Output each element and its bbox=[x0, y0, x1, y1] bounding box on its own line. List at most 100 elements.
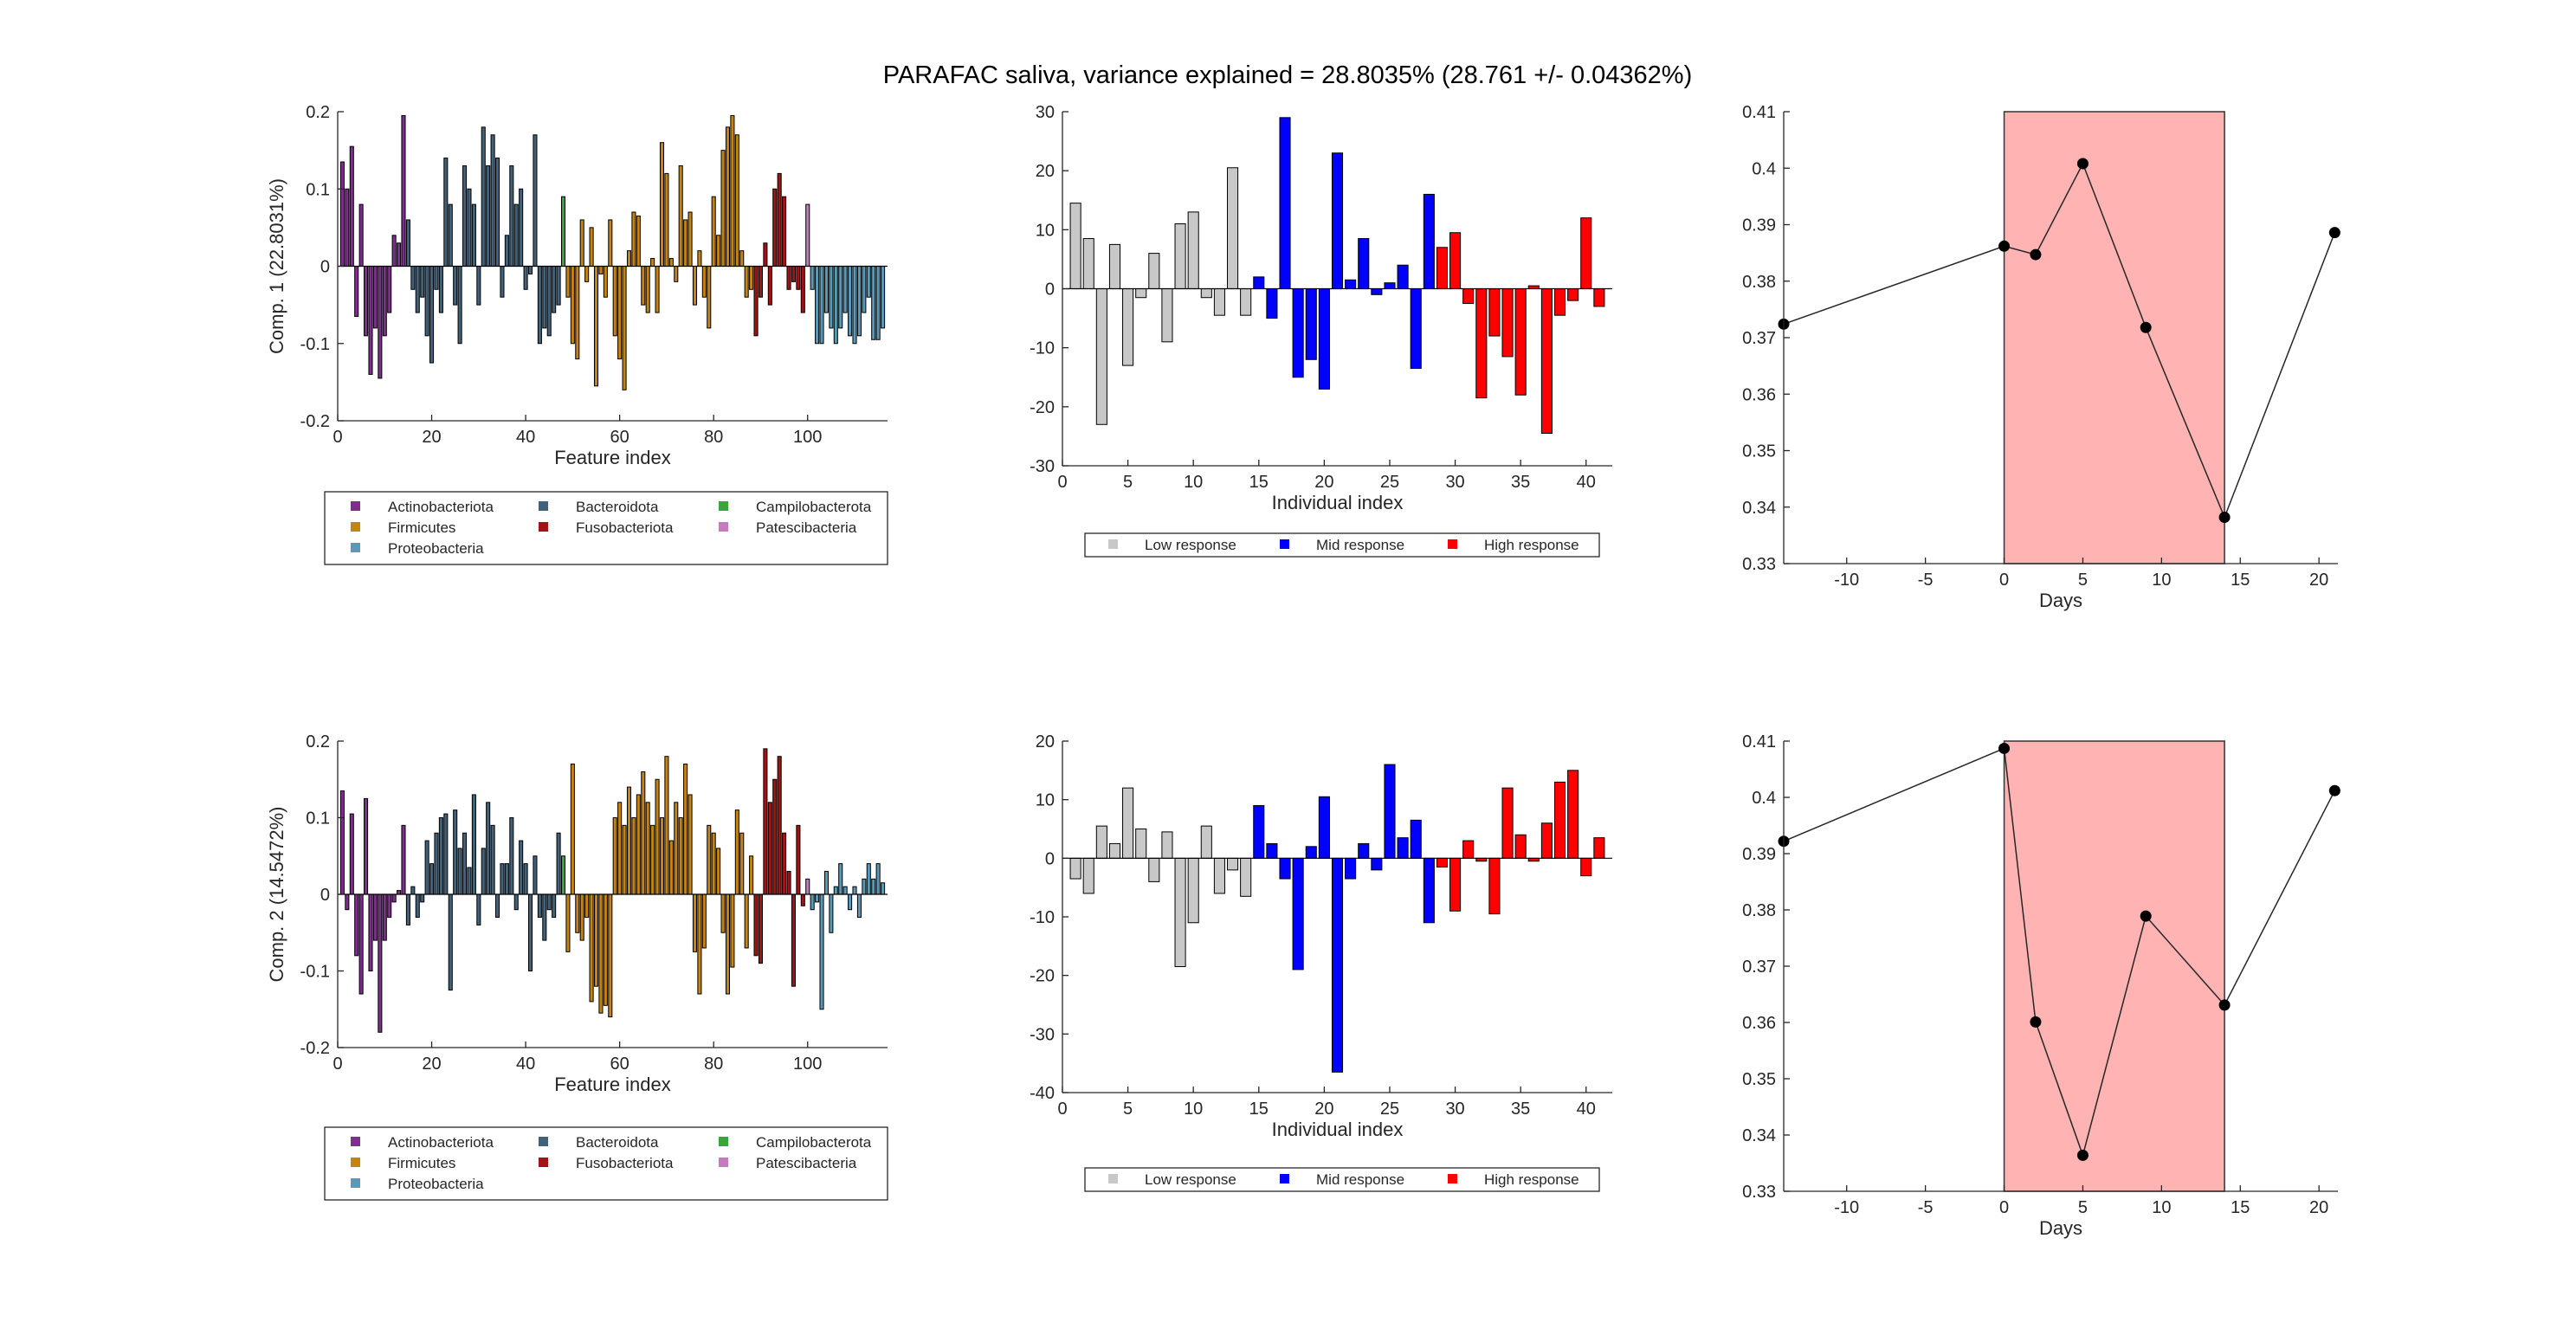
bar bbox=[1069, 203, 1081, 290]
bar bbox=[688, 794, 693, 895]
y-tick-label: 10 bbox=[1036, 791, 1055, 810]
bar bbox=[636, 215, 641, 268]
bar bbox=[486, 802, 491, 895]
bar bbox=[387, 266, 392, 313]
x-tick-label: 100 bbox=[793, 1054, 822, 1074]
x-tick-label: 100 bbox=[793, 428, 822, 447]
bar bbox=[1331, 152, 1344, 289]
bar bbox=[819, 266, 824, 345]
bar bbox=[843, 886, 848, 895]
bar bbox=[415, 893, 420, 919]
bar bbox=[504, 235, 509, 267]
x-tick-label: 35 bbox=[1511, 1100, 1530, 1119]
comp1-time-profile-panel: -10 -5 0 5 10 15 20 0.33 0.34 0.35 0.36 0.37 0.38 0.3… bbox=[1742, 103, 2340, 611]
legend-swatch bbox=[1448, 1174, 1457, 1183]
data-point bbox=[1998, 240, 2011, 252]
bar bbox=[1187, 857, 1199, 924]
bar bbox=[462, 164, 468, 268]
legend-label: Bacteroidota bbox=[576, 499, 659, 515]
y-tick-label: 0.38 bbox=[1742, 901, 1776, 920]
bar bbox=[443, 158, 449, 267]
x-tick-label: 15 bbox=[1249, 1100, 1269, 1119]
bar bbox=[542, 893, 547, 941]
bar bbox=[364, 266, 369, 337]
bar bbox=[420, 893, 425, 903]
x-tick-label: 60 bbox=[610, 428, 629, 447]
data-point bbox=[2218, 999, 2231, 1011]
bar bbox=[800, 893, 805, 906]
bar bbox=[429, 266, 435, 364]
bar bbox=[838, 863, 843, 895]
bar bbox=[368, 266, 373, 375]
bar bbox=[819, 893, 824, 1010]
bar bbox=[838, 266, 843, 329]
bar bbox=[405, 893, 410, 925]
bar bbox=[711, 196, 716, 267]
bar bbox=[871, 266, 876, 340]
bar bbox=[504, 863, 509, 895]
y-tick-label: 0.37 bbox=[1742, 329, 1776, 348]
x-tick-label: 30 bbox=[1445, 473, 1464, 492]
bar bbox=[810, 266, 815, 290]
x-tick-label: 0 bbox=[1057, 1100, 1067, 1119]
legend-label: Patescibacteria bbox=[756, 519, 857, 536]
data-point bbox=[2030, 248, 2042, 261]
bar bbox=[641, 266, 646, 306]
y-axis-label: Comp. 2 (14.5472%) bbox=[266, 807, 287, 983]
intervention-period-shade bbox=[2003, 111, 2225, 564]
bar bbox=[552, 266, 557, 313]
bar bbox=[1397, 837, 1409, 859]
bar bbox=[401, 114, 406, 267]
bar bbox=[655, 266, 660, 313]
bar bbox=[391, 893, 397, 903]
bar bbox=[1593, 288, 1605, 307]
bar bbox=[537, 893, 542, 919]
data-point bbox=[2030, 1016, 2042, 1028]
bar bbox=[519, 840, 524, 895]
bar bbox=[410, 886, 416, 895]
bar bbox=[570, 266, 575, 345]
legend-box bbox=[324, 1126, 888, 1201]
bar bbox=[1292, 857, 1304, 971]
comp2-time-profile-panel: -10 -5 0 5 10 15 20 0.33 0.34 0.35 0.36 0.37 0.38 0.3… bbox=[1742, 732, 2340, 1239]
bar bbox=[1227, 167, 1239, 289]
bar bbox=[509, 817, 514, 895]
y-tick-label: -10 bbox=[1030, 339, 1055, 358]
x-tick-label: 10 bbox=[2152, 1198, 2171, 1217]
x-axis-label: Days bbox=[2039, 1217, 2082, 1239]
bar bbox=[1305, 288, 1317, 360]
x-tick-label: 40 bbox=[1577, 1100, 1596, 1119]
bar bbox=[527, 893, 533, 971]
y-tick-label: 30 bbox=[1036, 103, 1055, 122]
y-tick-label: 0.37 bbox=[1742, 958, 1776, 977]
bar bbox=[716, 235, 721, 267]
bar bbox=[772, 188, 778, 267]
x-tick-label: 0 bbox=[332, 1054, 342, 1074]
bar bbox=[767, 266, 772, 306]
bar bbox=[815, 266, 820, 345]
bar bbox=[1580, 217, 1592, 289]
y-tick-label: -0.2 bbox=[300, 412, 330, 431]
bar bbox=[1475, 288, 1488, 399]
bar bbox=[494, 158, 500, 267]
bar bbox=[1161, 288, 1173, 343]
bar bbox=[1108, 243, 1121, 289]
bar bbox=[378, 893, 383, 1033]
bar bbox=[1253, 276, 1265, 290]
bar bbox=[552, 893, 557, 919]
bar bbox=[758, 893, 763, 964]
bar bbox=[339, 161, 345, 267]
y-tick-label: 0.4 bbox=[1752, 789, 1776, 808]
bar bbox=[782, 196, 787, 267]
y-tick-label: 0 bbox=[320, 886, 330, 905]
bar bbox=[1384, 282, 1396, 289]
bar bbox=[678, 817, 683, 895]
bar bbox=[420, 266, 425, 298]
y-tick-label: 0.41 bbox=[1742, 103, 1776, 122]
y-tick-label: 20 bbox=[1036, 732, 1055, 751]
bar bbox=[881, 882, 886, 895]
legend-label: Low response bbox=[1145, 537, 1236, 553]
bar bbox=[833, 266, 838, 345]
legend-label: Low response bbox=[1145, 1171, 1236, 1188]
